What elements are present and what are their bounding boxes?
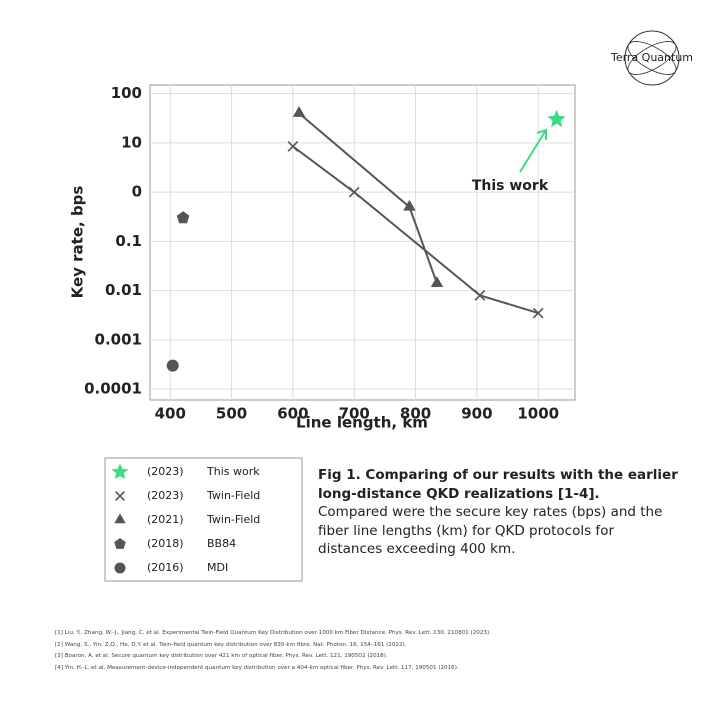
- point: [176, 211, 190, 224]
- y-tick-label: 0.0001: [84, 380, 142, 398]
- reference: [3] Boaron, A. et al. Secure quantum key…: [55, 653, 388, 659]
- point: [430, 276, 444, 287]
- reference: [4] Yin, H.-L. et al. Measurement-device…: [55, 664, 459, 671]
- x-tick-label: 600: [277, 405, 308, 423]
- point: [166, 359, 179, 372]
- y-axis-label: Key rate, bps: [69, 186, 87, 299]
- legend-year: (2023): [147, 489, 184, 502]
- caption: Fig 1. Comparing of our results with the…: [318, 466, 678, 559]
- y-tick-label: 10: [121, 133, 142, 151]
- logo: Terra Quantum: [610, 30, 693, 86]
- point: [403, 199, 416, 211]
- references: [1] Liu, Y., Zhang, W.-J., Jiang, C. et …: [55, 628, 695, 674]
- y-tick-label: 0.1: [115, 232, 142, 250]
- x-tick-label: 500: [216, 405, 247, 423]
- annotation: This work: [472, 178, 549, 194]
- point: [474, 290, 486, 301]
- brand: Terra Quantum: [610, 51, 693, 64]
- point: [547, 109, 566, 128]
- legend-label: Twin-Field: [206, 513, 260, 526]
- legend-marker: [114, 538, 126, 549]
- annotation-arrow: [519, 128, 547, 173]
- caption-text: Compared were the secure key rates (bps)…: [318, 504, 663, 557]
- legend-year: (2018): [147, 537, 184, 550]
- legend-marker: [111, 463, 129, 480]
- reference: [1] Liu, Y., Zhang, W.-J., Jiang, C. et …: [55, 630, 491, 636]
- series-line: [298, 112, 438, 284]
- y-tick-label: 0: [132, 183, 142, 201]
- point: [348, 186, 360, 198]
- x-tick-label: 1000: [517, 405, 559, 423]
- legend-label: MDI: [207, 561, 228, 574]
- series-line: [292, 145, 539, 315]
- legend-label: Twin-Field: [206, 489, 260, 502]
- legend-marker: [114, 513, 126, 524]
- legend-year: (2016): [147, 561, 184, 574]
- plot-frame: [149, 84, 576, 401]
- legend-marker: [115, 491, 125, 501]
- point: [532, 307, 544, 319]
- legend-marker: [114, 562, 126, 574]
- legend-year: (2023): [147, 465, 184, 478]
- x-tick-label: 400: [155, 405, 186, 423]
- y-tick-label: 100: [111, 84, 142, 102]
- y-tick-label: 0.001: [95, 330, 142, 348]
- legend-frame: [104, 457, 303, 582]
- point: [292, 106, 306, 117]
- reference: [2] Wang, S., Yin, Z.Q., He, D.Y. et al.…: [55, 641, 407, 648]
- legend-label: This work: [206, 465, 260, 478]
- legend-year: (2021): [147, 513, 184, 526]
- x-axis-label: Line length, km: [296, 414, 428, 432]
- legend-label: BB84: [207, 537, 236, 550]
- x-tick-label: 800: [400, 405, 431, 423]
- point: [287, 141, 299, 152]
- x-tick-label: 900: [461, 405, 492, 423]
- x-tick-label: 700: [339, 405, 370, 423]
- caption-title: Fig 1. Comparing of our results with the…: [318, 467, 678, 502]
- y-tick-label: 0.01: [105, 281, 142, 299]
